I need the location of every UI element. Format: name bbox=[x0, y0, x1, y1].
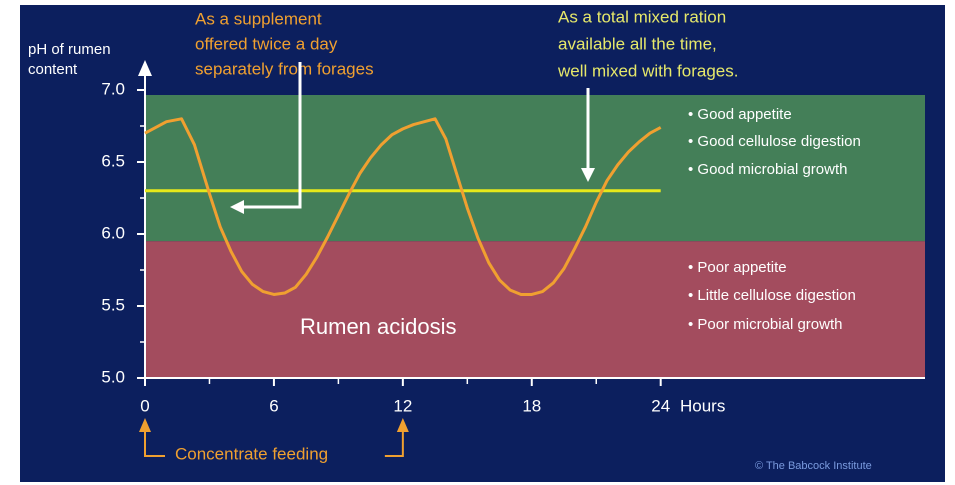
arrows bbox=[240, 62, 590, 209]
y-tick-label: 7.0 bbox=[101, 79, 125, 98]
annotation: As a supplement bbox=[195, 9, 322, 28]
annotation: separately from forages bbox=[195, 59, 374, 78]
y-tick-label: 5.5 bbox=[101, 295, 125, 314]
y-tick-label: 6.5 bbox=[101, 151, 125, 170]
plot: 5.0 5.5 6.0 6.5 7.0 0 6 12 18 24 bbox=[101, 60, 925, 457]
x-tick-label: 18 bbox=[522, 396, 541, 415]
bands bbox=[145, 95, 925, 378]
annotation: well mixed with forages. bbox=[557, 61, 738, 80]
note: • Poor microbial growth bbox=[688, 316, 842, 333]
y-label: content bbox=[28, 61, 78, 78]
arrow bbox=[240, 62, 302, 209]
note: • Good cellulose digestion bbox=[688, 133, 861, 150]
poor-band bbox=[145, 241, 925, 378]
note: • Good appetite bbox=[688, 106, 792, 123]
band-label: Rumen acidosis bbox=[300, 314, 457, 339]
y-axis-arrow bbox=[138, 60, 152, 76]
y-label: pH of rumen bbox=[28, 41, 111, 58]
arrowhead bbox=[581, 168, 595, 182]
note: • Good microbial growth bbox=[688, 161, 848, 178]
note: • Poor appetite bbox=[688, 259, 787, 276]
x-tick-label: 0 bbox=[140, 396, 149, 415]
x-label: Hours bbox=[680, 396, 725, 415]
feeding-arrow bbox=[384, 430, 404, 457]
line bbox=[144, 117, 662, 296]
credit: © The Babcock Institute bbox=[755, 460, 872, 472]
annotation: As a total mixed ration bbox=[558, 7, 726, 26]
x-tick-label: 24 bbox=[651, 396, 670, 415]
y-tick-label: 6.0 bbox=[101, 223, 125, 242]
feeding-arrowhead bbox=[139, 418, 151, 432]
feeding-arrow bbox=[144, 430, 165, 457]
note: • Little cellulose digestion bbox=[688, 287, 856, 304]
x-tick-label: 12 bbox=[393, 396, 412, 415]
feeding-label: Concentrate feeding bbox=[175, 444, 328, 463]
annotation: available all the time, bbox=[558, 34, 717, 53]
good-band bbox=[145, 95, 925, 242]
y-tick-label: 5.0 bbox=[101, 367, 125, 386]
arrowhead bbox=[230, 200, 244, 214]
x-tick-label: 6 bbox=[269, 396, 278, 415]
annotation: offered twice a day bbox=[195, 34, 338, 53]
feeding-arrowhead bbox=[396, 418, 409, 432]
